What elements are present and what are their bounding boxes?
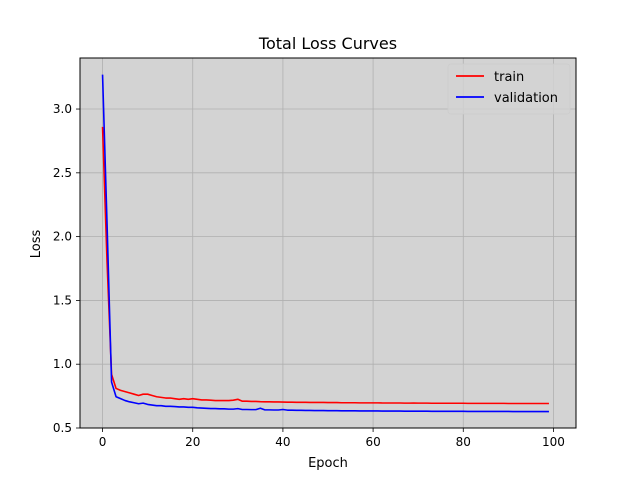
x-axis-label: Epoch [308, 456, 348, 471]
y-tick-label: 2.0 [53, 230, 72, 244]
y-axis-ticks: 0.5 1.0 1.5 2.0 2.5 3.0 [53, 102, 80, 435]
legend: train validation [447, 63, 571, 115]
x-tick-label: 0 [99, 435, 107, 449]
y-tick-label: 3.0 [53, 102, 72, 116]
x-tick-label: 60 [365, 435, 380, 449]
x-tick-label: 80 [456, 435, 471, 449]
x-axis-ticks: 0 20 40 60 80 100 [99, 428, 565, 449]
legend-label-validation: validation [494, 91, 558, 106]
y-axis-label: Loss [29, 230, 44, 259]
y-tick-label: 1.0 [53, 357, 72, 371]
y-tick-label: 1.5 [53, 293, 72, 307]
series-line-validation [101, 74, 549, 413]
legend-label-train: train [494, 70, 524, 85]
plot-frame [79, 57, 577, 429]
plot-area [80, 58, 576, 428]
y-tick-label: 0.5 [53, 421, 72, 435]
x-tick-label: 40 [275, 435, 290, 449]
y-tick-label: 2.5 [53, 166, 72, 180]
series-lines [101, 74, 549, 413]
x-tick-label: 20 [185, 435, 200, 449]
x-tick-label: 100 [542, 435, 565, 449]
series-line-train [101, 126, 549, 405]
chart-title: Total Loss Curves [258, 34, 397, 53]
